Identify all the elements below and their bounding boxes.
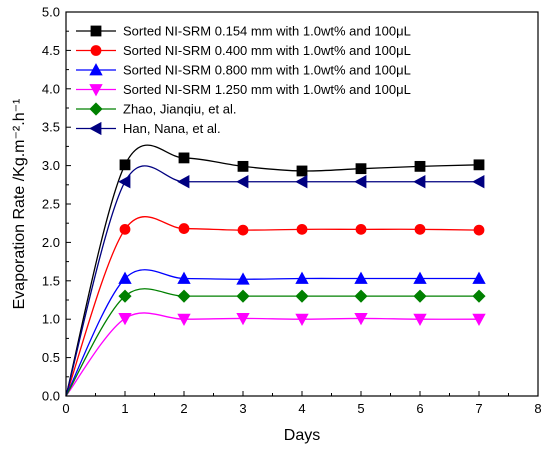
data-point: [177, 313, 191, 327]
data-point: [473, 159, 485, 171]
data-point: [295, 175, 308, 189]
data-point: [354, 271, 368, 284]
y-tick-label: 0.0: [42, 389, 60, 404]
data-point: [354, 175, 367, 189]
data-point: [355, 223, 367, 235]
series-line: [65, 216, 480, 397]
legend-marker: [89, 84, 103, 97]
data-point: [295, 289, 309, 303]
data-point: [236, 175, 249, 189]
data-point: [296, 223, 308, 235]
data-point: [119, 159, 131, 171]
legend: Sorted NI-SRM 0.154 mm with 1.0wt% and 1…: [76, 24, 411, 136]
data-point: [414, 223, 426, 235]
legend-marker: [89, 121, 102, 136]
data-point: [177, 175, 190, 189]
x-tick-label: 6: [416, 401, 423, 416]
legend-label: Han, Nana, et al.: [123, 121, 221, 136]
legend-label: Sorted NI-SRM 0.800 mm with 1.0wt% and 1…: [123, 63, 411, 78]
data-point: [177, 289, 191, 303]
y-tick-label: 4.5: [42, 43, 60, 58]
legend-label: Sorted NI-SRM 1.250 mm with 1.0wt% and 1…: [123, 82, 411, 97]
x-tick-label: 0: [62, 401, 69, 416]
series-2: [65, 216, 485, 397]
data-point: [118, 271, 132, 284]
y-tick-label: 1.5: [42, 273, 60, 288]
data-point: [472, 313, 486, 327]
y-tick-label: 5.0: [42, 5, 60, 20]
data-point: [355, 163, 367, 175]
x-tick-label: 5: [357, 401, 364, 416]
x-tick-label: 3: [239, 401, 246, 416]
data-point: [413, 271, 427, 284]
data-point: [354, 289, 368, 303]
data-point: [178, 223, 190, 234]
legend-marker: [90, 45, 102, 56]
series-layer: [65, 144, 486, 397]
data-point: [413, 289, 427, 303]
legend-label: Sorted NI-SRM 0.154 mm with 1.0wt% and 1…: [123, 24, 411, 39]
data-point: [118, 175, 131, 189]
series-6: [65, 165, 485, 397]
series-5: [65, 288, 486, 397]
legend-item: Zhao, Jianqiu, et al.: [76, 102, 236, 117]
y-tick-label: 3.5: [42, 120, 60, 135]
data-point: [236, 313, 250, 326]
data-point: [236, 289, 250, 303]
data-point: [177, 271, 191, 284]
y-axis-title: Evaporation Rate /Kg.m⁻².h⁻¹: [11, 99, 28, 310]
data-point: [295, 313, 309, 327]
legend-marker: [89, 102, 103, 116]
data-point: [472, 271, 486, 284]
data-point: [118, 313, 132, 326]
series-4: [65, 312, 486, 397]
legend-item: Sorted NI-SRM 0.400 mm with 1.0wt% and 1…: [76, 43, 411, 58]
legend-item: Sorted NI-SRM 1.250 mm with 1.0wt% and 1…: [76, 82, 411, 97]
data-point: [118, 289, 132, 303]
y-tick-label: 2.0: [42, 235, 60, 250]
y-tick-label: 3.0: [42, 158, 60, 173]
data-point: [178, 152, 190, 164]
data-point: [237, 160, 249, 172]
x-tick-label: 7: [475, 401, 482, 416]
y-tick-label: 4.0: [42, 81, 60, 96]
x-tick-label: 2: [180, 401, 187, 416]
x-axis-title: Days: [284, 427, 320, 444]
legend-item: Han, Nana, et al.: [76, 121, 221, 136]
series-3: [65, 269, 486, 397]
series-line: [65, 269, 479, 397]
x-tick-label: 4: [298, 401, 305, 416]
data-point: [472, 289, 486, 303]
data-point: [296, 165, 308, 177]
data-point: [472, 175, 485, 189]
data-point: [236, 272, 250, 285]
data-point: [354, 313, 368, 326]
y-tick-label: 1.0: [42, 312, 60, 327]
series-line: [65, 312, 480, 397]
legend-label: Sorted NI-SRM 0.400 mm with 1.0wt% and 1…: [123, 43, 411, 58]
x-tick-label: 8: [534, 401, 541, 416]
data-point: [414, 160, 426, 172]
legend-marker: [90, 25, 102, 37]
x-tick-label: 1: [121, 401, 128, 416]
data-point: [413, 175, 426, 189]
series-1: [65, 144, 485, 397]
legend-item: Sorted NI-SRM 0.800 mm with 1.0wt% and 1…: [76, 63, 411, 78]
y-tick-label: 0.5: [42, 350, 60, 365]
data-point: [473, 224, 485, 236]
series-line: [65, 288, 479, 397]
data-point: [237, 224, 249, 236]
legend-label: Zhao, Jianqiu, et al.: [123, 102, 236, 117]
legend-item: Sorted NI-SRM 0.154 mm with 1.0wt% and 1…: [76, 24, 411, 39]
legend-marker: [89, 63, 103, 76]
data-point: [295, 271, 309, 284]
data-point: [119, 223, 131, 235]
y-tick-label: 2.5: [42, 197, 60, 212]
ticks-layer: 0 1 2 3 4 5 6 7 8 0.0 0.5 1.0 1.5 2.0 2.5 3.0 3.5 4.0 4.5 5…: [42, 5, 542, 417]
data-point: [413, 313, 427, 327]
